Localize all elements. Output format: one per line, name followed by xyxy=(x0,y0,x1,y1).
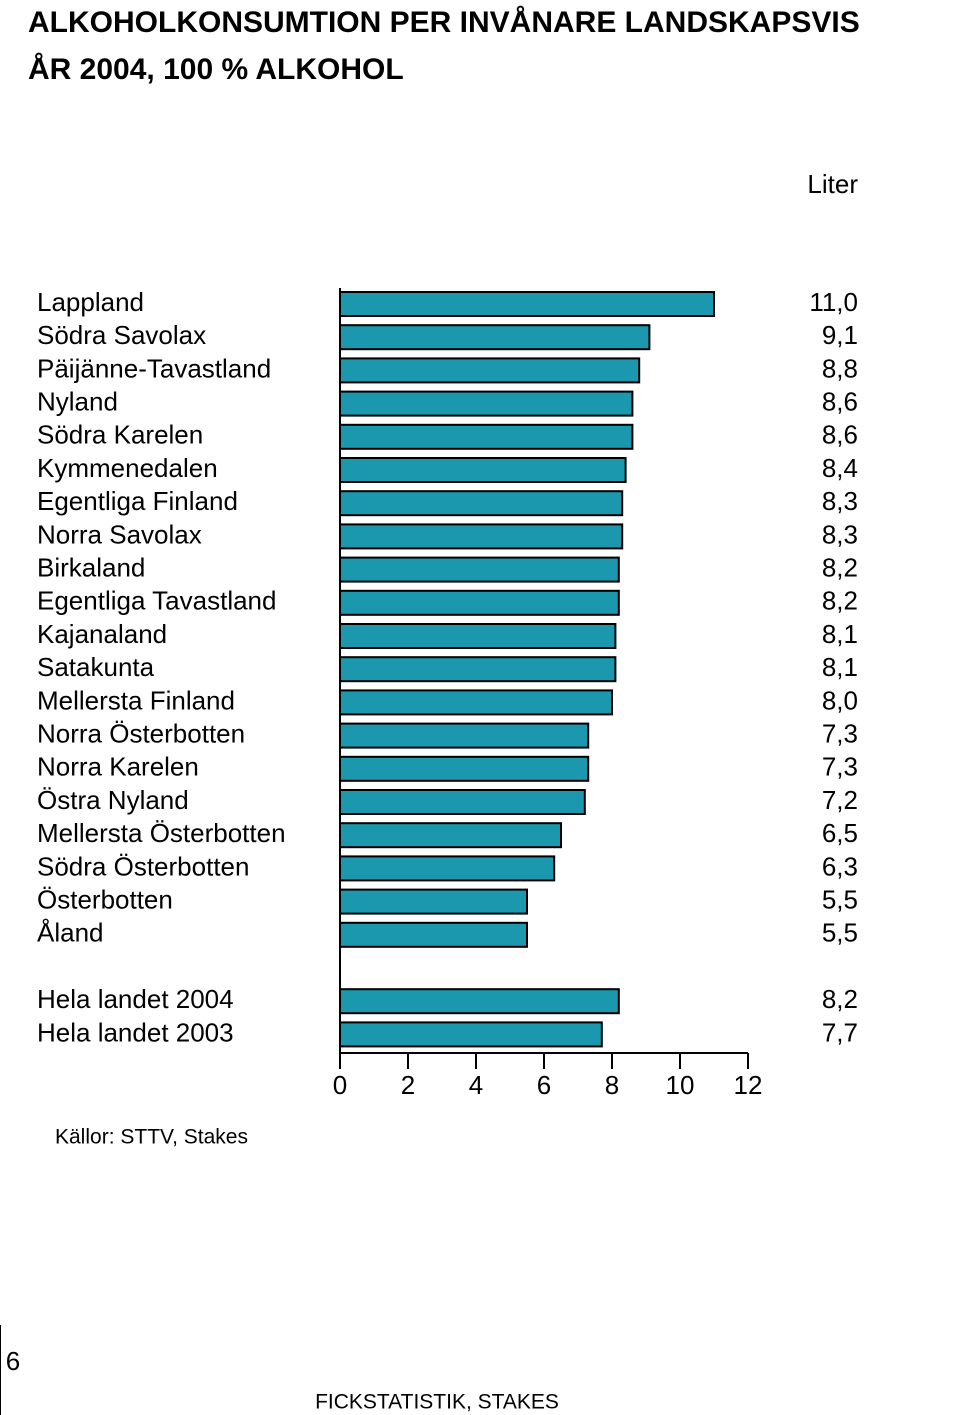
value-label: 8,1 xyxy=(822,619,858,649)
value-label: 8,3 xyxy=(822,486,858,516)
bar xyxy=(339,988,620,1015)
bar xyxy=(339,457,627,483)
x-tick-label: 2 xyxy=(401,1070,415,1100)
y-tick-label: Hela landet 2003 xyxy=(37,1017,234,1047)
bar xyxy=(339,623,617,649)
chart-title: ALKOHOLKONSUMTION PER INVÅNARE LANDSKAPS… xyxy=(28,6,860,39)
y-tick-label: Norra Karelen xyxy=(37,752,199,782)
x-tick-label: 12 xyxy=(734,1070,763,1100)
bar xyxy=(339,423,634,450)
y-tick-label: Lappland xyxy=(37,287,144,317)
bar xyxy=(339,755,590,782)
y-tick-label: Södra Österbotten xyxy=(37,851,249,881)
bar xyxy=(339,656,617,683)
x-tick-label: 4 xyxy=(469,1070,483,1100)
y-tick-label: Södra Savolax xyxy=(37,320,206,350)
value-label: 6,3 xyxy=(822,851,858,881)
y-tick-label: Österbotten xyxy=(37,884,173,914)
value-label: 5,5 xyxy=(822,918,858,948)
source: Källor: STTV, Stakes xyxy=(55,1126,248,1149)
bar xyxy=(339,1021,603,1048)
value-label: 8,3 xyxy=(822,519,858,549)
bar xyxy=(339,888,528,915)
y-tick-label: Åland xyxy=(37,918,104,948)
value-label: 8,2 xyxy=(822,984,858,1014)
y-tick-label: Egentliga Finland xyxy=(37,486,238,516)
bar xyxy=(339,523,624,550)
value-label: 7,3 xyxy=(822,718,858,748)
value-label: 11,0 xyxy=(809,287,858,317)
chart-title: ÅR 2004, 100 % ALKOHOL xyxy=(28,53,404,86)
value-label: 8,2 xyxy=(822,586,858,616)
value-label: 8,0 xyxy=(822,685,858,715)
y-tick-label: Östra Nyland xyxy=(37,785,189,815)
value-label: 5,5 xyxy=(822,884,858,914)
value-label: 7,7 xyxy=(822,1017,858,1047)
value-label: 8,4 xyxy=(822,453,858,483)
y-tick-label: Kajanaland xyxy=(37,619,167,649)
bar xyxy=(339,291,715,317)
value-label: 8,8 xyxy=(822,353,858,383)
page-number: 6 xyxy=(6,1346,20,1376)
bar xyxy=(339,789,586,815)
y-tick-label: Norra Savolax xyxy=(37,519,202,549)
bar xyxy=(339,822,562,849)
x-tick-label: 0 xyxy=(333,1070,347,1100)
x-tick-label: 6 xyxy=(537,1070,551,1100)
bar xyxy=(339,689,613,716)
y-tick-label: Birkaland xyxy=(37,552,145,582)
bar xyxy=(339,324,651,351)
value-label: 9,1 xyxy=(822,320,858,350)
bar xyxy=(339,722,590,749)
bar xyxy=(339,490,624,517)
y-tick-label: Mellersta Österbotten xyxy=(37,818,286,848)
value-label: 7,3 xyxy=(822,752,858,782)
value-label: 8,6 xyxy=(822,420,858,450)
y-tick-label: Satakunta xyxy=(37,652,155,682)
bar xyxy=(339,855,556,882)
bar xyxy=(339,390,634,417)
value-label: 8,6 xyxy=(822,386,858,416)
value-label: 6,5 xyxy=(822,818,858,848)
x-tick-label: 8 xyxy=(605,1070,619,1100)
footer: FICKSTATISTIK, STAKES xyxy=(315,1391,559,1414)
y-tick-label: Kymmenedalen xyxy=(37,453,218,483)
value-label: 8,1 xyxy=(822,652,858,682)
y-tick-label: Mellersta Finland xyxy=(37,685,235,715)
bar xyxy=(339,556,620,583)
bar xyxy=(339,357,641,384)
value-label: 7,2 xyxy=(822,785,858,815)
x-tick-label: 10 xyxy=(666,1070,695,1100)
y-tick-label: Päijänne-Tavastland xyxy=(37,353,271,383)
y-tick-label: Nyland xyxy=(37,386,118,416)
unit-label: Liter xyxy=(807,169,858,199)
y-tick-label: Egentliga Tavastland xyxy=(37,586,276,616)
bar xyxy=(339,921,528,948)
y-tick-label: Hela landet 2004 xyxy=(37,984,234,1014)
value-label: 8,2 xyxy=(822,552,858,582)
y-tick-label: Södra Karelen xyxy=(37,420,203,450)
y-tick-label: Norra Österbotten xyxy=(37,718,245,748)
bar xyxy=(339,589,620,616)
